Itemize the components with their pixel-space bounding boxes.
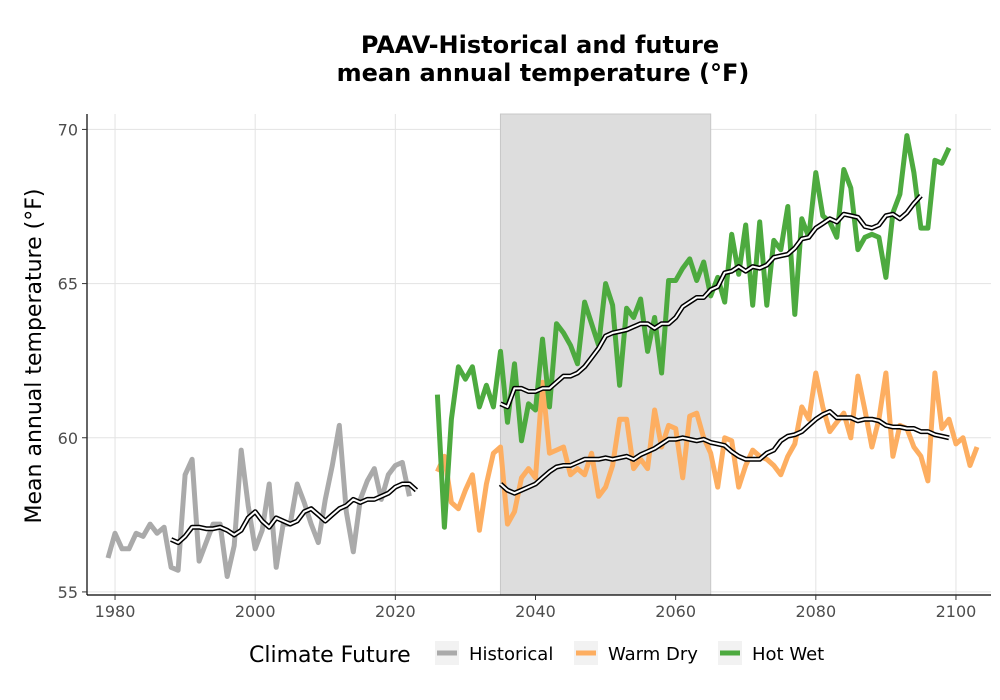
x-tick-label: 2100 [936, 602, 977, 621]
future-period-band-rect [499, 113, 712, 596]
axes [82, 114, 991, 600]
legend-item-hot-wet: Hot Wet [718, 641, 824, 665]
legend-label-warm-dry: Warm Dry [608, 644, 698, 665]
x-tick-label: 2080 [795, 602, 836, 621]
y-tick-label: 55 [58, 583, 78, 602]
annual-line-historical [105, 422, 412, 579]
legend: Climate Future Historical Warm Dry Hot Wet [249, 641, 824, 668]
legend-item-historical: Historical [435, 641, 553, 665]
chart-title-line-2: mean annual temperature (°F) [337, 59, 750, 87]
legend-item-warm-dry: Warm Dry [574, 641, 698, 665]
future-period-band [499, 113, 712, 596]
x-tick-label: 2020 [375, 602, 416, 621]
y-axis-title: Mean annual temperature (°F) [22, 189, 47, 524]
x-tick-label: 2060 [655, 602, 696, 621]
rolling-mean-line-historical [170, 483, 418, 544]
series-lines [105, 133, 980, 579]
x-tick-label: 2040 [515, 602, 556, 621]
legend-title: Climate Future [249, 643, 411, 668]
y-tick-label: 60 [58, 429, 78, 448]
y-tick-label: 65 [58, 275, 78, 294]
annual-line-hot-wet [434, 133, 952, 530]
annual-line-warm-dry [435, 370, 980, 533]
y-tick-label: 70 [58, 120, 78, 139]
chart-title-line-1: PAAV-Historical and future [361, 31, 719, 59]
legend-label-historical: Historical [469, 644, 553, 665]
x-tick-label: 2000 [235, 602, 276, 621]
tick-labels: 1980 2000 2020 2040 2060 2080 2100 55 60 65 70 [58, 120, 977, 621]
rolling-mean-line-warm-dry [499, 410, 950, 495]
rolling-mean-line-hot-wet [500, 195, 922, 408]
legend-label-hot-wet: Hot Wet [752, 644, 824, 665]
x-tick-label: 1980 [95, 602, 136, 621]
